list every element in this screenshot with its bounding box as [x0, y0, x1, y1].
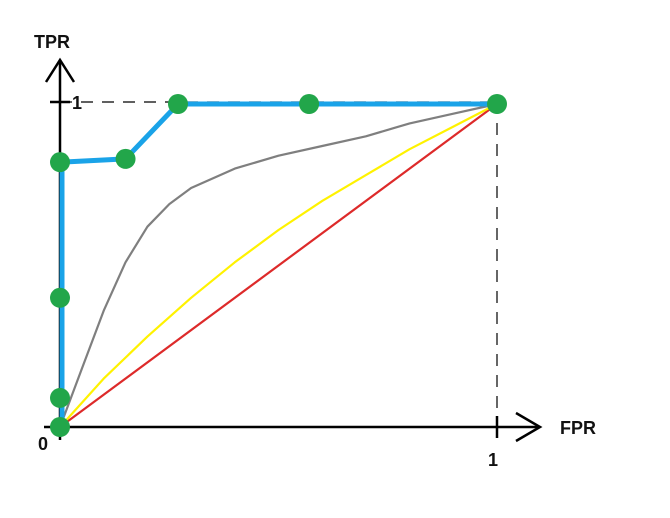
data-point — [50, 152, 70, 173]
data-point — [299, 94, 320, 114]
series-layer — [58, 101, 500, 430]
origin-label: 0 — [38, 434, 48, 454]
x-tick-label-1: 1 — [488, 450, 498, 470]
data-point — [50, 387, 70, 408]
series-line-3 — [58, 102, 499, 429]
marker-layer — [50, 94, 507, 437]
data-point — [167, 94, 188, 114]
x-axis-title: FPR — [560, 418, 596, 438]
series-line-1 — [59, 101, 500, 430]
data-point — [115, 148, 136, 169]
series-line-2 — [58, 102, 499, 429]
x-axis-arrow — [515, 411, 543, 443]
series-line-4 — [58, 102, 499, 429]
data-point — [50, 417, 70, 437]
y-axis-title: TPR — [34, 32, 70, 52]
y-tick-label-1: 1 — [72, 93, 82, 113]
data-point — [487, 94, 507, 114]
y-axis-arrow — [44, 57, 76, 83]
data-point — [50, 287, 70, 308]
